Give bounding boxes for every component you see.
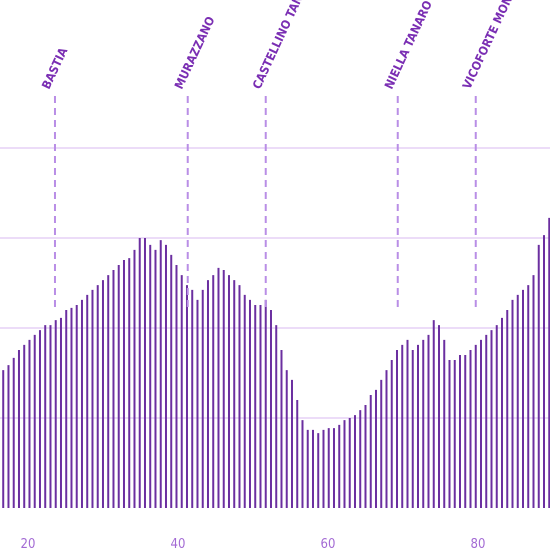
annotation-label: VICOFORTE MONDOVÌ [459, 0, 528, 91]
x-tick-label: 40 [171, 537, 186, 550]
annotation-label: BASTIA [39, 45, 71, 91]
annotation-label: CASTELLINO TANARO [250, 0, 317, 91]
x-tick-label: 80 [471, 537, 486, 550]
annotation-label: NIELLA TANARO [382, 0, 435, 91]
annotation-label: MURAZZANO [172, 14, 218, 91]
x-tick-label: 60 [321, 537, 336, 550]
x-tick-label: 20 [21, 537, 36, 550]
